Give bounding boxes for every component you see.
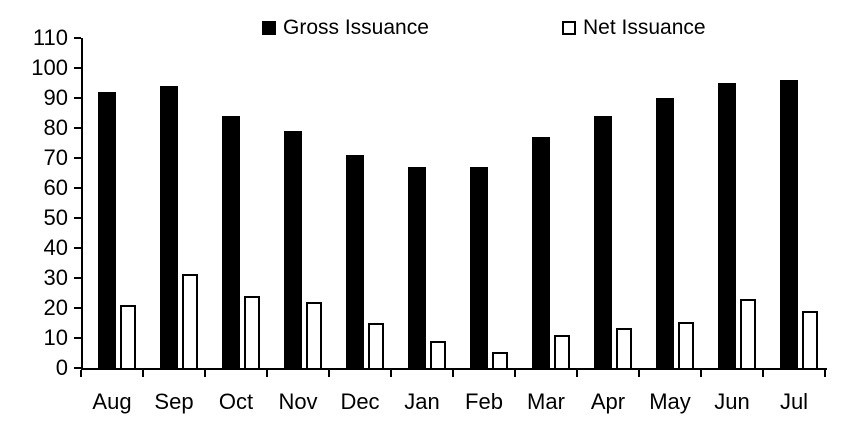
y-axis-tick	[74, 217, 81, 219]
y-axis-tick-label: 90	[43, 85, 68, 110]
y-axis-tick	[74, 97, 81, 99]
x-axis-tick	[390, 370, 392, 377]
gross-issuance-bar	[594, 116, 612, 368]
y-axis-tick-label: 80	[43, 115, 68, 140]
gross-issuance-swatch-icon	[262, 21, 276, 35]
x-axis-tick	[452, 370, 454, 377]
y-axis-tick	[74, 187, 81, 189]
x-axis-category-label: Feb	[465, 389, 503, 414]
legend-label-net-issuance: Net Issuance	[583, 16, 706, 39]
x-axis-category-label: Apr	[590, 389, 626, 414]
x-axis-tick	[824, 370, 826, 377]
y-axis-tick	[74, 367, 81, 369]
y-axis-tick-label: 30	[43, 265, 68, 290]
x-axis-tick	[514, 370, 516, 377]
y-axis-tick	[74, 157, 81, 159]
x-axis-tick	[266, 370, 268, 377]
x-axis-tick	[762, 370, 764, 377]
legend-label-gross-issuance: Gross Issuance	[283, 16, 429, 39]
y-axis-tick	[74, 337, 81, 339]
y-axis-tick-label: 100	[31, 55, 68, 80]
y-axis-tick	[74, 37, 81, 39]
y-axis-tick	[74, 67, 81, 69]
gross-issuance-bar	[718, 83, 736, 368]
y-axis-tick	[74, 307, 81, 309]
x-axis-category-label: Jul	[779, 389, 809, 414]
gross-issuance-bar	[780, 80, 798, 368]
x-axis-category-label: Dec	[340, 389, 380, 414]
y-axis-tick-label: 40	[43, 235, 68, 260]
legend-item-net-issuance: Net Issuance	[562, 14, 706, 42]
y-axis	[81, 38, 83, 370]
net-issuance-bar	[740, 299, 756, 368]
net-issuance-bar	[678, 321, 694, 368]
net-issuance-bar	[616, 327, 632, 368]
gross-issuance-bar	[222, 116, 240, 368]
x-axis-tick	[638, 370, 640, 377]
x-axis-category-label: May	[649, 389, 691, 414]
net-issuance-bar	[306, 302, 322, 368]
y-axis-tick-label: 0	[55, 355, 68, 380]
net-issuance-bar	[182, 273, 198, 368]
net-issuance-bar	[802, 311, 818, 368]
x-axis-tick	[700, 370, 702, 377]
x-axis-category-label: Jan	[404, 389, 440, 414]
net-issuance-bar	[430, 341, 446, 368]
net-issuance-bar	[368, 323, 384, 368]
y-axis-tick	[74, 127, 81, 129]
net-issuance-swatch-icon	[562, 21, 576, 35]
x-axis-tick	[328, 370, 330, 377]
y-axis-tick-label: 70	[43, 145, 68, 170]
net-issuance-bar	[244, 296, 260, 368]
net-issuance-bar	[554, 335, 570, 368]
net-issuance-bar	[492, 351, 508, 368]
gross-issuance-bar	[160, 86, 178, 368]
x-axis-tick	[204, 370, 206, 377]
x-axis-category-label: Nov	[278, 389, 318, 414]
x-axis-category-label: Oct	[218, 389, 254, 414]
gross-issuance-bar	[656, 98, 674, 368]
legend-item-gross-issuance: Gross Issuance	[262, 14, 429, 42]
x-axis-tick	[576, 370, 578, 377]
gross-issuance-bar	[470, 167, 488, 368]
gross-issuance-bar	[98, 92, 116, 368]
y-axis-tick-label: 20	[43, 295, 68, 320]
x-axis-tick	[142, 370, 144, 377]
x-axis-category-label: Sep	[154, 389, 194, 414]
x-axis-category-label: Mar	[527, 389, 565, 414]
y-axis-tick-label: 110	[32, 25, 68, 50]
x-axis-category-label: Jun	[714, 389, 750, 414]
y-axis-tick-label: 60	[43, 175, 68, 200]
y-axis-tick-label: 50	[43, 205, 68, 230]
y-axis-tick	[74, 277, 81, 279]
gross-issuance-bar	[532, 137, 550, 368]
y-axis-tick	[74, 247, 81, 249]
x-axis	[81, 368, 827, 370]
x-axis-tick	[80, 370, 82, 377]
x-axis-category-label: Aug	[92, 389, 132, 414]
gross-issuance-bar	[346, 155, 364, 368]
gross-issuance-bar	[408, 167, 426, 368]
gross-issuance-bar	[284, 131, 302, 368]
y-axis-tick-label: 10	[43, 325, 68, 350]
net-issuance-bar	[120, 305, 136, 368]
